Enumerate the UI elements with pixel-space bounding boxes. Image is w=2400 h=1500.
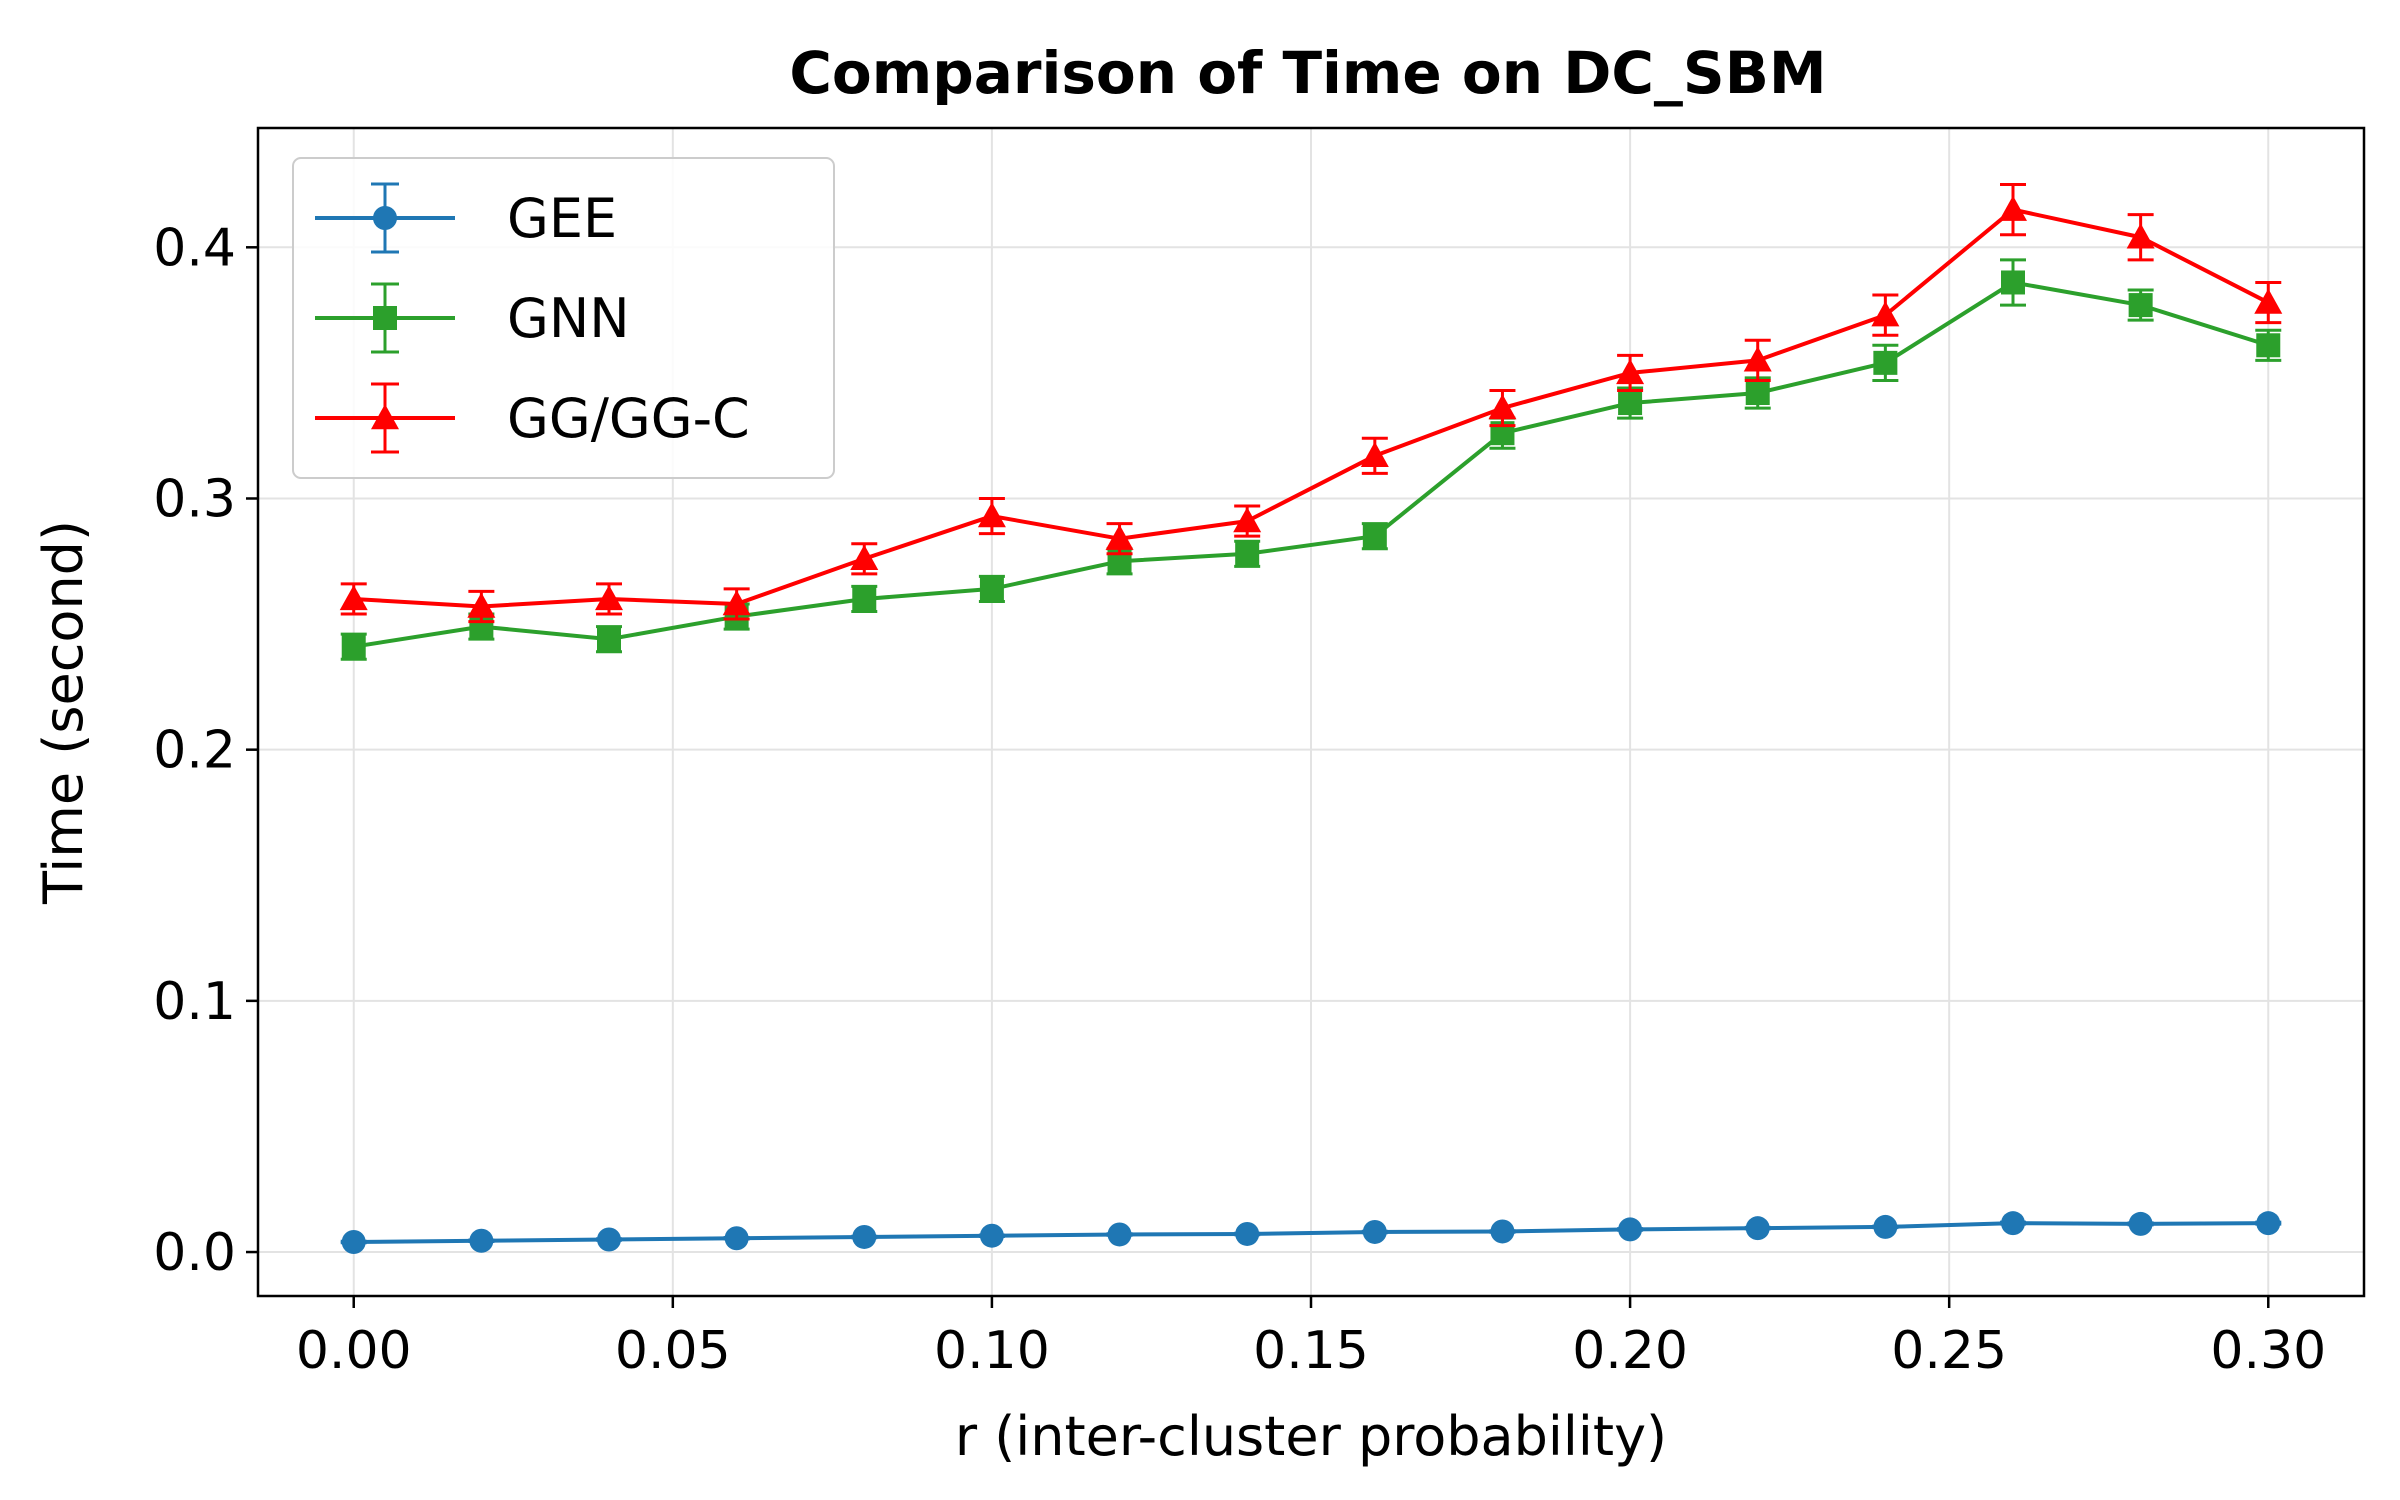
series-line [353, 207, 2270, 609]
y-tick-label: 0.4 [153, 218, 236, 278]
data-point [1360, 441, 1389, 467]
x-tick-label: 0.15 [1253, 1321, 1369, 1381]
legend: GEE GNN GG/GG-C [292, 157, 835, 479]
x-tick-label: 0.30 [2210, 1321, 2326, 1381]
x-tick-label: 0.00 [296, 1321, 412, 1381]
data-point [979, 1223, 1004, 1248]
data-point [2128, 1211, 2153, 1236]
data-point [341, 1229, 366, 1254]
y-tick-label: 0.2 [153, 721, 236, 781]
series-gee [340, 1211, 2282, 1254]
data-point [597, 1227, 621, 1252]
y-axis-label: Time (second) [32, 520, 95, 905]
data-point [977, 502, 1006, 528]
data-point [595, 584, 623, 611]
legend-item: GEE [315, 182, 617, 254]
chart-title: Comparison of Time on DC_SBM [789, 39, 1826, 107]
data-point [1362, 1219, 1387, 1244]
data-point [1107, 1222, 1132, 1247]
legend-label: GG/GG-C [507, 387, 750, 450]
data-point [2001, 270, 2025, 295]
data-point [1488, 394, 1517, 420]
legend-item: GNN [315, 282, 630, 354]
x-tick-label: 0.25 [1891, 1321, 2007, 1381]
x-tick-label: 0.10 [934, 1321, 1050, 1381]
legend-label: GNN [507, 287, 630, 350]
data-point [2128, 293, 2153, 318]
x-tick-label: 0.05 [615, 1321, 731, 1381]
data-point [1105, 524, 1134, 550]
legend-item: GG/GG-C [315, 382, 750, 454]
data-point [2256, 1211, 2281, 1236]
legend-label: GEE [507, 187, 617, 250]
data-point [1873, 350, 1898, 375]
y-tick-label: 0.0 [153, 1223, 236, 1283]
data-point [1233, 507, 1262, 533]
data-point [1235, 1221, 1260, 1246]
data-point [2126, 223, 2155, 249]
data-point [724, 1226, 749, 1251]
ticks: 0.00 0.05 0.10 0.15 0.20 0.25 0.30 0.0 0.1 0.2 0.3… [153, 218, 2326, 1381]
y-tick-label: 0.3 [153, 469, 236, 529]
data-point [1871, 301, 1900, 327]
legend-marker [371, 404, 399, 430]
data-point [1618, 391, 1643, 416]
series-layer [339, 183, 2283, 1254]
series-line [353, 1221, 2269, 1244]
data-point [1616, 358, 1645, 385]
data-point [1490, 1219, 1515, 1244]
data-point [2254, 288, 2283, 314]
data-point [979, 576, 1004, 601]
data-point [1999, 195, 2027, 221]
data-point [2001, 1211, 2025, 1236]
data-point [1745, 1216, 1770, 1241]
data-point [1873, 1214, 1898, 1239]
data-point [1743, 346, 1772, 372]
data-point [1618, 1217, 1643, 1242]
data-point [852, 1224, 877, 1249]
data-point [1362, 524, 1387, 549]
data-point [341, 634, 366, 659]
legend-marker [373, 306, 397, 330]
x-tick-label: 0.20 [1572, 1321, 1688, 1381]
data-point [1235, 541, 1260, 566]
grid [258, 128, 2364, 1296]
data-point [2256, 333, 2281, 358]
data-point [1745, 380, 1770, 405]
legend-box [292, 157, 835, 479]
data-point [852, 586, 877, 611]
series-line [353, 280, 2269, 649]
data-point [469, 1228, 494, 1253]
y-tick-label: 0.1 [153, 972, 236, 1032]
legend-marker [373, 206, 397, 230]
data-point [597, 627, 621, 652]
data-point [850, 544, 879, 570]
series-gg-gg-c [339, 183, 2283, 624]
data-point [467, 592, 496, 618]
data-point [722, 589, 751, 616]
x-axis-label: r (inter-cluster probability) [955, 1405, 1667, 1468]
data-point [339, 584, 368, 611]
